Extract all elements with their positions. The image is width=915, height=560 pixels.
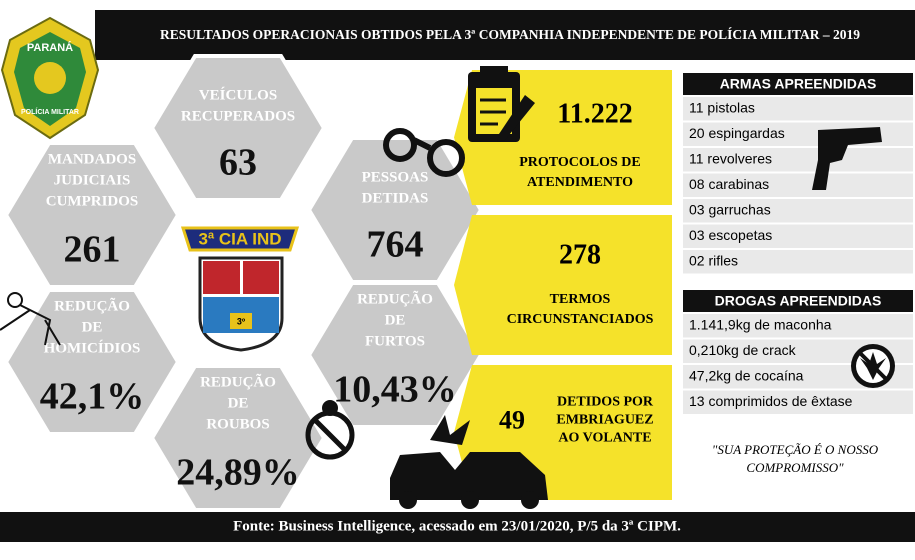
badge: PARANÁ POLÍCIA MILITAR [0, 16, 100, 140]
list-row [683, 224, 913, 248]
list-title: ARMAS APREENDIDAS [720, 76, 877, 92]
box-value: 278 [559, 239, 601, 270]
hexagon-label: CUMPRIDOS [46, 193, 139, 209]
badge-bottom: POLÍCIA MILITAR [21, 107, 79, 116]
list-item: 03 garruchas [689, 202, 771, 218]
box-label: DETIDOS POR [557, 395, 654, 410]
hexagon-label: ROUBOS [206, 416, 269, 432]
body-outline-icon [0, 292, 61, 346]
badge-top: PARANÁ [27, 41, 73, 54]
hexagon [149, 54, 327, 202]
handcuffs-icon [383, 128, 465, 177]
list-item: 08 carabinas [689, 176, 769, 192]
clipboard-icon [468, 66, 535, 142]
list-row [683, 173, 913, 197]
hexagon-label: PESSOAS [362, 169, 429, 185]
hexagon-label: DE [385, 312, 406, 328]
hexagon-label: MANDADOS [48, 151, 136, 167]
box-label: CIRCUNSTANCIADOS [507, 312, 654, 327]
hexagon [3, 141, 181, 289]
list-item: 13 comprimidos de êxtase [689, 393, 853, 409]
robber-icon [305, 400, 355, 460]
list-item: 11 revolveres [689, 151, 772, 167]
hexagon-label: REDUÇÃO [200, 372, 276, 390]
box-label: EMBRIAGUEZ [556, 413, 653, 428]
list-row [683, 390, 913, 414]
hexagon-label: JUDICIAIS [54, 172, 131, 188]
hexagon-label: RECUPERADOS [181, 108, 295, 124]
hexagon-label: VEÍCULOS [199, 86, 277, 103]
yellow-box [454, 215, 672, 355]
footer-text: Fonte: Business Intelligence, acessado e… [233, 518, 681, 534]
hexagon [149, 364, 327, 512]
list-row [683, 250, 913, 274]
list-item: 0,210kg de crack [689, 342, 797, 358]
header-title: RESULTADOS OPERACIONAIS OBTIDOS PELA 3ª … [160, 27, 860, 42]
box-value: 11.222 [557, 98, 632, 129]
list-row [683, 314, 913, 338]
hexagon-label: REDUÇÃO [54, 296, 130, 314]
hexagon-value: 764 [367, 224, 424, 266]
hexagon-label: HOMICÍDIOS [44, 339, 141, 356]
box-label: ATENDIMENTO [527, 175, 633, 190]
list-item: 02 rifles [689, 253, 738, 269]
emblem-text: 3ª CIA IND [198, 229, 281, 248]
list-header [683, 73, 913, 95]
list-title: DROGAS APREENDIDAS [715, 293, 882, 309]
list-row [683, 148, 913, 172]
header-bar [95, 10, 915, 60]
quote-line: COMPROMISSO" [746, 460, 844, 475]
list-item: 20 espingardas [689, 125, 785, 141]
hexagon-value: 63 [219, 142, 257, 184]
hexagon-value: 42,1% [40, 376, 145, 418]
emblem: 3ª CIA IND 3º [180, 226, 300, 352]
hexagon-label: DE [82, 319, 103, 335]
box-group: 11.222 PROTOCOLOS DE ATENDIMENTO 278 TERMOS C… [454, 70, 672, 500]
hexagon-value: 10,43% [333, 369, 457, 411]
list-item: 47,2kg de cocaína [689, 368, 804, 384]
quote-line: "SUA PROTEÇÃO É O NOSSO [712, 442, 879, 457]
list-row [683, 199, 913, 223]
list-item: 03 escopetas [689, 227, 772, 243]
list-row [683, 97, 913, 121]
box-label: PROTOCOLOS DE [519, 155, 641, 170]
hexagon-label: FURTOS [365, 333, 425, 349]
hexagon-group: VEÍCULOS RECUPERADOS 63 MANDADOS JUDICIAIS CU… [3, 54, 484, 512]
box-value: 49 [499, 405, 525, 434]
right-panel: ARMAS APREENDIDAS 11 pistolas 20 espingard… [683, 73, 913, 414]
footer-bar [0, 512, 915, 542]
list-item: 1.141,9kg de maconha [689, 317, 832, 333]
hexagon-label: DE [228, 395, 249, 411]
hexagon-label: DETIDAS [362, 190, 429, 206]
box-label: AO VOLANTE [558, 431, 651, 446]
list-item: 11 pistolas [689, 100, 755, 116]
hexagon-value: 261 [64, 229, 121, 271]
gun-icon [812, 127, 882, 190]
box-label: TERMOS [550, 292, 611, 307]
emblem-shield: 3º [237, 316, 246, 326]
cars-icon [390, 415, 548, 509]
no-drug-icon [851, 344, 895, 388]
list-header [683, 290, 913, 312]
hexagon-label: REDUÇÃO [357, 289, 433, 307]
hexagon-value: 24,89% [176, 452, 300, 494]
